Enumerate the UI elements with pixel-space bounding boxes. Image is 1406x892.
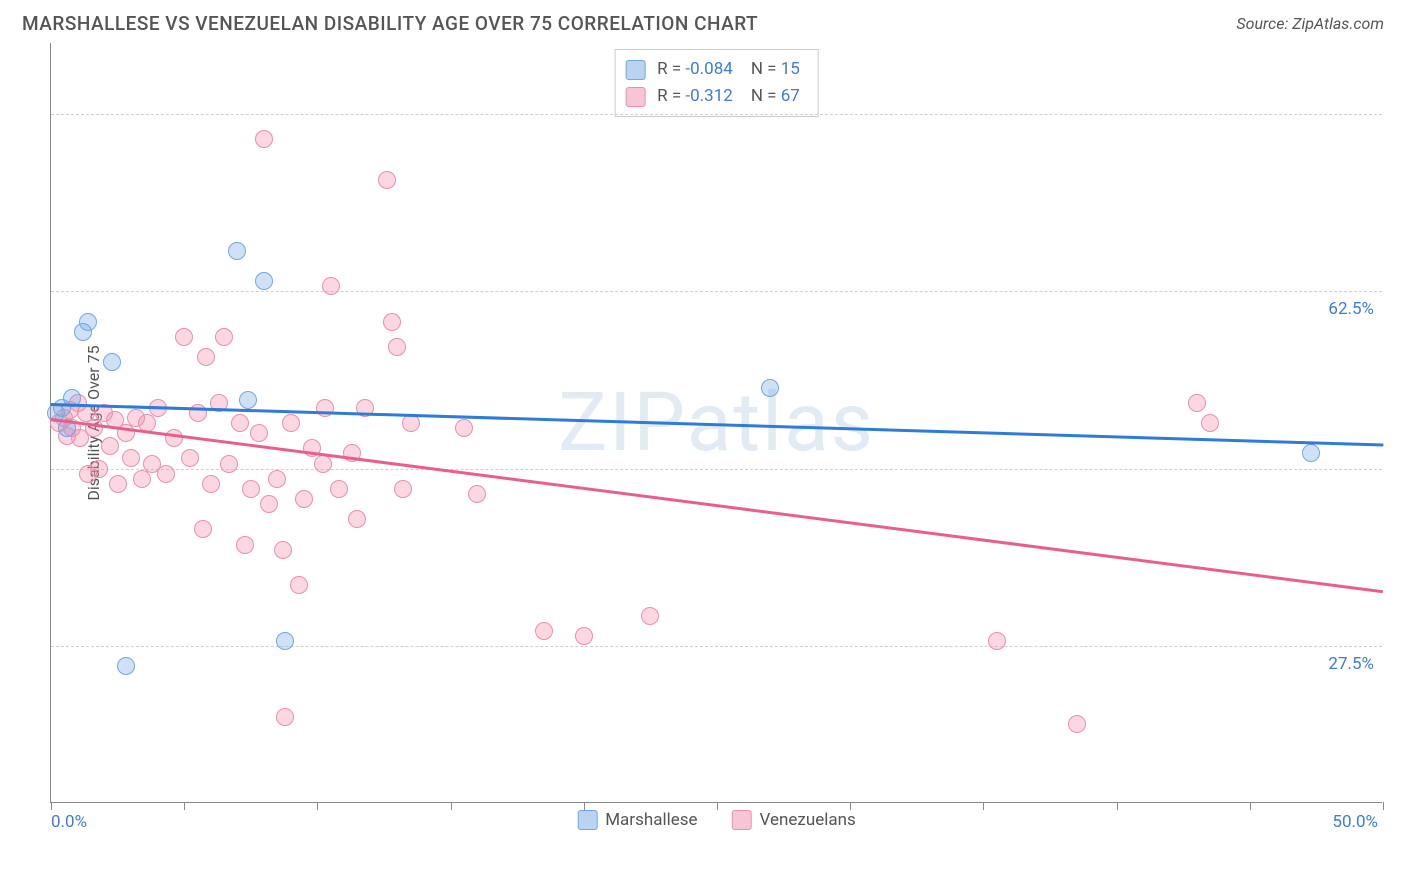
gridline — [51, 114, 1382, 115]
data-point — [103, 353, 121, 371]
data-point — [276, 632, 294, 650]
x-tick — [184, 802, 185, 810]
data-point — [157, 465, 175, 483]
legend-swatch — [625, 60, 645, 80]
gridline — [51, 291, 1382, 292]
legend-row: R = -0.312N = 67 — [625, 83, 800, 110]
y-tick-label: 27.5% — [1328, 654, 1374, 674]
legend-label: Venezuelans — [760, 810, 856, 830]
data-point — [215, 328, 233, 346]
data-point — [295, 490, 313, 508]
x-tick — [850, 802, 851, 810]
data-point — [260, 495, 278, 513]
x-tick-label: 50.0% — [1332, 812, 1378, 832]
data-point — [109, 475, 127, 493]
data-point — [455, 419, 473, 437]
plot-area: ZIPatlas R = -0.084N = 15R = -0.312N = 6… — [50, 43, 1382, 803]
data-point — [394, 480, 412, 498]
data-point — [388, 338, 406, 356]
data-point — [761, 379, 779, 397]
source-label: Source: ZipAtlas.com — [1236, 14, 1384, 33]
data-point — [988, 632, 1006, 650]
data-point — [236, 536, 254, 554]
data-point — [165, 429, 183, 447]
data-point — [330, 480, 348, 498]
x-tick — [1383, 802, 1384, 810]
data-point — [101, 437, 119, 455]
x-tick-label: 0.0% — [51, 812, 87, 832]
data-point — [90, 460, 108, 478]
data-point — [228, 242, 246, 260]
x-tick — [451, 802, 452, 810]
data-point — [220, 455, 238, 473]
data-point — [117, 657, 135, 675]
chart-title: MARSHALLESE VS VENEZUELAN DISABILITY AGE… — [22, 12, 758, 35]
data-point — [255, 272, 273, 290]
data-point — [276, 708, 294, 726]
data-point — [1188, 394, 1206, 412]
data-point — [242, 480, 260, 498]
data-point — [231, 414, 249, 432]
data-point — [468, 485, 486, 503]
series-legend: Marshallese Venezuelans — [577, 810, 856, 830]
correlation-legend: R = -0.084N = 15R = -0.312N = 67 — [614, 49, 819, 117]
data-point — [181, 449, 199, 467]
chart-container: Disability Age Over 75 ZIPatlas R = -0.0… — [22, 43, 1384, 803]
data-point — [1302, 444, 1320, 462]
legend-swatch — [732, 810, 752, 830]
x-tick — [51, 802, 52, 810]
chart-header: MARSHALLESE VS VENEZUELAN DISABILITY AGE… — [0, 0, 1406, 39]
data-point — [402, 414, 420, 432]
legend-label: Marshallese — [605, 810, 697, 830]
data-point — [194, 520, 212, 538]
data-point — [383, 313, 401, 331]
data-point — [535, 622, 553, 640]
legend-swatch — [577, 810, 597, 830]
x-tick — [1117, 802, 1118, 810]
data-point — [314, 455, 332, 473]
data-point — [641, 607, 659, 625]
data-point — [175, 328, 193, 346]
data-point — [316, 399, 334, 417]
data-point — [255, 130, 273, 148]
gridline — [51, 646, 1382, 647]
data-point — [322, 277, 340, 295]
data-point — [202, 475, 220, 493]
data-point — [122, 449, 140, 467]
data-point — [239, 391, 257, 409]
data-point — [290, 576, 308, 594]
data-point — [274, 541, 292, 559]
legend-item: Venezuelans — [732, 810, 856, 830]
data-point — [1201, 414, 1219, 432]
data-point — [282, 414, 300, 432]
y-tick-label: 62.5% — [1328, 299, 1374, 319]
data-point — [197, 348, 215, 366]
data-point — [79, 313, 97, 331]
data-point — [575, 627, 593, 645]
data-point — [348, 510, 366, 528]
x-tick — [317, 802, 318, 810]
data-point — [1068, 715, 1086, 733]
data-point — [250, 424, 268, 442]
x-tick — [584, 802, 585, 810]
trend-line — [51, 403, 1383, 446]
x-tick — [1250, 802, 1251, 810]
data-point — [133, 470, 151, 488]
data-point — [268, 470, 286, 488]
data-point — [378, 171, 396, 189]
trend-line — [51, 418, 1383, 593]
legend-row: R = -0.084N = 15 — [625, 56, 800, 83]
x-tick — [983, 802, 984, 810]
x-tick — [717, 802, 718, 810]
legend-item: Marshallese — [577, 810, 697, 830]
legend-swatch — [625, 87, 645, 107]
gridline — [51, 469, 1382, 470]
